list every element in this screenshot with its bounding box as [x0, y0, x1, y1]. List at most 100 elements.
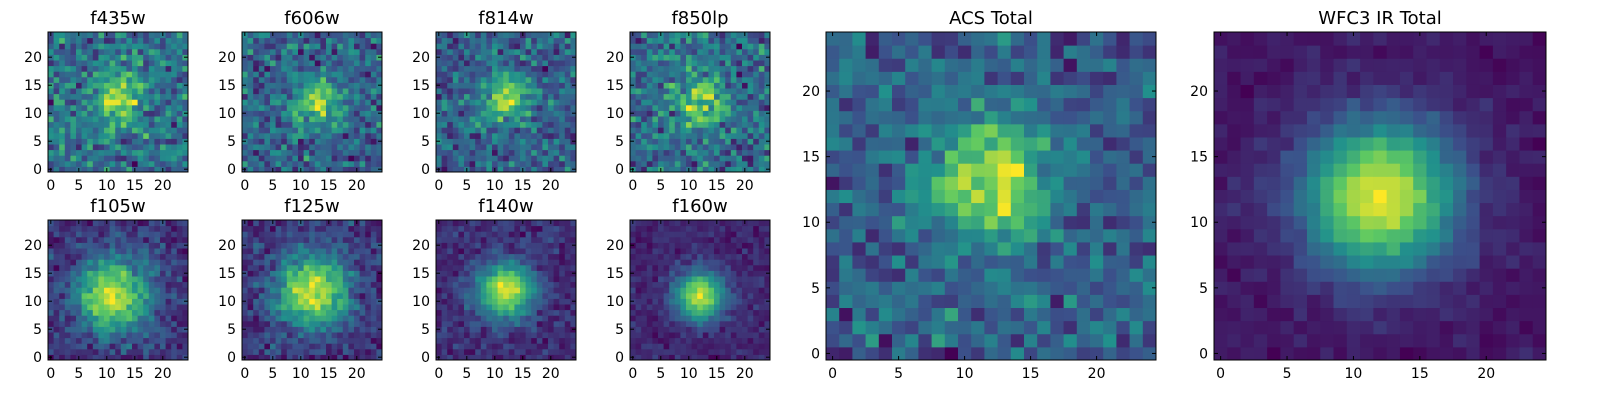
heatmap-cell — [480, 99, 487, 106]
heatmap-cell — [264, 281, 271, 288]
heatmap-cell — [303, 320, 310, 327]
heatmap-cell — [702, 82, 709, 89]
heatmap-cell — [292, 37, 299, 44]
heatmap-cell — [570, 99, 577, 106]
heatmap-cell — [436, 116, 443, 123]
heatmap-cell — [514, 332, 521, 339]
heatmap-cell — [742, 43, 749, 50]
heatmap-cell — [92, 121, 99, 128]
heatmap-cell — [497, 225, 504, 232]
heatmap-cell — [525, 65, 532, 72]
heatmap-cell — [309, 231, 316, 238]
heatmap-cell — [570, 104, 577, 111]
heatmap-cell — [337, 166, 344, 173]
heatmap-cell — [674, 116, 681, 123]
heatmap-cell — [669, 132, 676, 139]
heatmap-cell — [171, 287, 178, 294]
heatmap-cell — [292, 248, 299, 255]
heatmap-cell — [742, 116, 749, 123]
heatmap-cell — [702, 304, 709, 311]
heatmap-cell — [525, 304, 532, 311]
heatmap-cell — [303, 155, 310, 162]
heatmap-cell — [281, 60, 288, 67]
heatmap-cell — [641, 144, 648, 151]
heatmap-cell — [663, 337, 670, 344]
heatmap-cell — [475, 270, 482, 277]
heatmap-cell — [104, 43, 111, 50]
heatmap-cell — [326, 121, 333, 128]
heatmap-cell — [564, 259, 571, 266]
heatmap-cell — [730, 315, 737, 322]
heatmap-cell — [337, 270, 344, 277]
heatmap-cell — [160, 253, 167, 260]
heatmap-cell — [64, 155, 71, 162]
heatmap-cell — [182, 43, 189, 50]
heatmap-cell — [275, 121, 282, 128]
heatmap-cell — [275, 76, 282, 83]
heatmap-cell — [514, 231, 521, 238]
heatmap-cell — [758, 93, 765, 100]
heatmap-cell — [742, 76, 749, 83]
heatmap-cell — [87, 48, 94, 55]
heatmap-cell — [115, 354, 122, 361]
heatmap-cell — [480, 88, 487, 95]
heatmap-cell — [475, 264, 482, 271]
heatmap-cell — [764, 32, 771, 39]
heatmap-cell — [486, 315, 493, 322]
heatmap-cell — [370, 343, 377, 350]
heatmap-cell — [298, 54, 305, 61]
heatmap-cell — [441, 138, 448, 145]
heatmap-cell — [115, 242, 122, 249]
heatmap-cell — [764, 348, 771, 355]
heatmap-cell — [559, 43, 566, 50]
heatmap-cell — [176, 270, 183, 277]
heatmap-cell — [242, 43, 249, 50]
heatmap-cell — [247, 281, 254, 288]
heatmap-cell — [559, 127, 566, 134]
heatmap-cell — [630, 348, 637, 355]
heatmap-cell — [469, 332, 476, 339]
heatmap-cell — [48, 276, 55, 283]
heatmap-cell — [59, 99, 66, 106]
heatmap-cell — [286, 309, 293, 316]
heatmap-cell — [154, 149, 161, 156]
heatmap-cell — [475, 160, 482, 167]
heatmap-cell — [320, 309, 327, 316]
heatmap-cell — [559, 343, 566, 350]
heatmap-cell — [658, 127, 665, 134]
heatmap-cell — [270, 326, 277, 333]
heatmap-cell — [109, 71, 116, 78]
heatmap-cell — [292, 276, 299, 283]
heatmap-cell — [120, 65, 127, 72]
heatmap-cell — [303, 326, 310, 333]
heatmap-cell — [314, 315, 321, 322]
heatmap-cell — [736, 315, 743, 322]
heatmap-cell — [742, 144, 749, 151]
heatmap-cell — [559, 253, 566, 260]
heatmap-cell — [48, 332, 55, 339]
heatmap-cell — [480, 298, 487, 305]
heatmap-cell — [264, 116, 271, 123]
heatmap-cell — [652, 65, 659, 72]
heatmap-cell — [691, 276, 698, 283]
heatmap-cell — [270, 88, 277, 95]
heatmap-cell — [98, 144, 105, 151]
heatmap-cell — [641, 99, 648, 106]
heatmap-cell — [714, 287, 721, 294]
heatmap-cell — [359, 166, 366, 173]
heatmap-cell — [365, 354, 372, 361]
heatmap-cell — [764, 76, 771, 83]
heatmap-cell — [348, 292, 355, 299]
heatmap-cell — [354, 242, 361, 249]
heatmap-cell — [337, 93, 344, 100]
heatmap-cell — [359, 60, 366, 67]
heatmap-cell — [520, 76, 527, 83]
heatmap-cell — [531, 138, 538, 145]
heatmap-cell — [441, 281, 448, 288]
heatmap-cell — [309, 253, 316, 260]
y-tick-label: 0 — [421, 162, 430, 178]
heatmap-cell — [520, 225, 527, 232]
heatmap-cell — [753, 48, 760, 55]
heatmap-cell — [564, 144, 571, 151]
heatmap-cell — [171, 276, 178, 283]
